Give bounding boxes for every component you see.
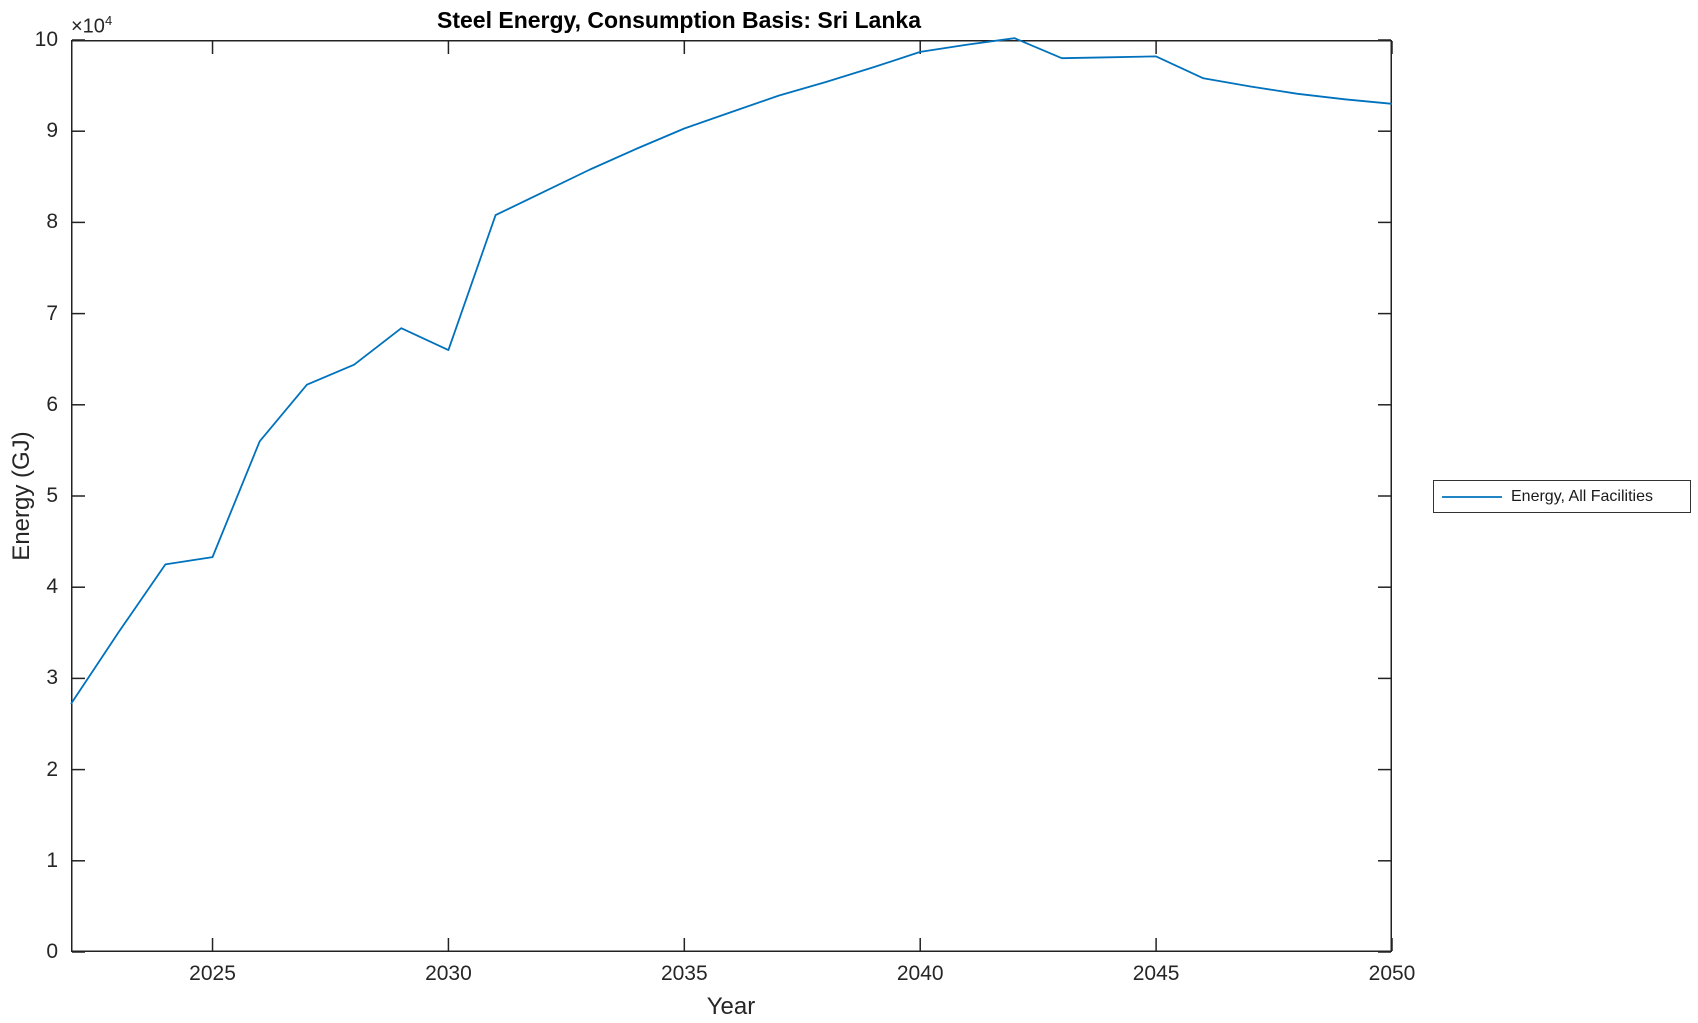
legend-line-sample xyxy=(1442,495,1502,498)
y-tick-label-1: 1 xyxy=(46,848,58,872)
x-tick-label-2030: 2030 xyxy=(425,962,472,985)
y-tick-label-3: 3 xyxy=(46,666,58,690)
axes-border xyxy=(71,40,1392,952)
legend-entry-label: Energy, All Facilities xyxy=(1511,487,1653,505)
legend-box[interactable]: Energy, All Facilities xyxy=(1433,480,1691,513)
y-tick-label-2: 2 xyxy=(46,757,58,781)
chart-title: Steel Energy, Consumption Basis: Sri Lan… xyxy=(437,7,921,33)
y-axis-multiplier-exponent: 4 xyxy=(104,13,113,28)
y-tick-label-0: 0 xyxy=(46,940,58,963)
x-tick-label-2045: 2045 xyxy=(1132,962,1180,985)
y-tick-label-7: 7 xyxy=(46,301,58,325)
y-tick-label-10: 10 xyxy=(34,28,58,51)
y-tick-label-5: 5 xyxy=(46,484,58,507)
x-tick-label-2035: 2035 xyxy=(660,962,708,985)
x-tick-label-2050: 2050 xyxy=(1368,962,1416,985)
y-axis-multiplier-base: ×10 xyxy=(71,15,105,38)
y-tick-label-6: 6 xyxy=(46,392,58,416)
x-axis-label: Year xyxy=(706,993,756,1020)
y-axis-label: Energy (GJ) xyxy=(8,431,35,561)
x-tick-label-2040: 2040 xyxy=(896,962,944,985)
y-tick-label-9: 9 xyxy=(46,119,58,143)
plot-area xyxy=(70,37,1393,953)
series-line-energy-all-facilities xyxy=(70,37,1393,705)
x-tick-label-2025: 2025 xyxy=(189,962,236,985)
y-axis-multiplier: ×104 xyxy=(71,13,112,39)
y-tick-label-4: 4 xyxy=(46,575,58,599)
plot-svg xyxy=(70,37,1393,953)
y-tick-label-8: 8 xyxy=(46,210,58,234)
